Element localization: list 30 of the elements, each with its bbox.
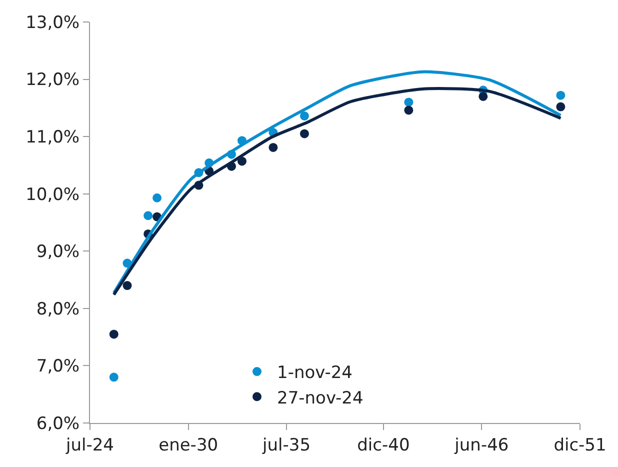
point xyxy=(556,90,566,100)
x-tick-label: jul-24 xyxy=(65,435,114,456)
point xyxy=(478,92,488,101)
y-tick-label: 8,0% xyxy=(36,299,80,320)
point xyxy=(404,106,414,115)
y-tick-label: 12,0% xyxy=(26,70,80,90)
point xyxy=(109,372,118,382)
x-tick-label: jun-46 xyxy=(454,435,509,456)
y-tick-label: 11,0% xyxy=(26,128,80,148)
x-tick-label: dic-51 xyxy=(554,435,606,456)
point xyxy=(144,211,153,220)
point xyxy=(268,142,278,152)
point xyxy=(237,156,246,166)
point xyxy=(152,193,162,202)
y-tick-label: 10,0% xyxy=(26,184,80,205)
point xyxy=(300,111,309,120)
x-tick-label: dic-40 xyxy=(357,435,410,456)
point xyxy=(122,281,132,290)
y-tick-label: 6,0% xyxy=(36,414,80,434)
point xyxy=(109,330,118,339)
y-tick-label: 7,0% xyxy=(36,356,80,377)
point xyxy=(300,129,309,138)
y-tick-label: 13,0% xyxy=(26,12,80,33)
legend-label: 27-nov-24 xyxy=(277,388,364,408)
point xyxy=(404,98,414,107)
x-tick-label: jul-35 xyxy=(262,435,311,456)
x-tick-label: ene-30 xyxy=(158,435,218,456)
y-tick-label: 9,0% xyxy=(36,242,80,262)
legend-label: 1-nov-24 xyxy=(277,363,352,384)
point xyxy=(556,102,566,112)
